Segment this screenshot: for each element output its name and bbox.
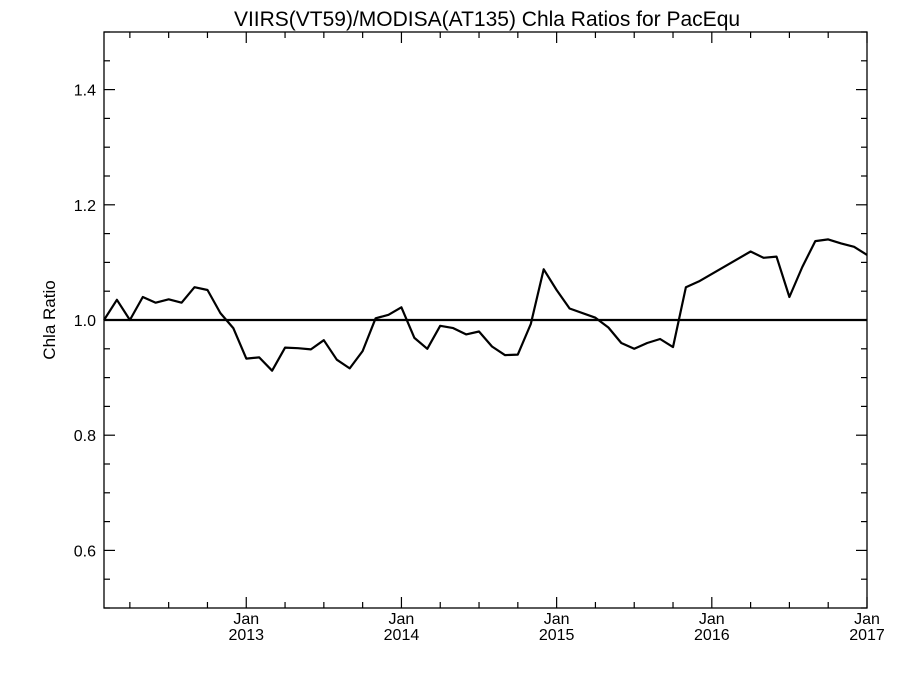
y-tick-label: 0.8 — [74, 428, 96, 445]
tick-labels: 0.60.81.01.21.4Jan2013Jan2014Jan2015Jan2… — [74, 83, 885, 644]
chart-title: VIIRS(VT59)/MODISA(AT135) Chla Ratios fo… — [234, 8, 740, 31]
y-tick-label: 1.4 — [74, 83, 96, 100]
ticks — [104, 31, 868, 609]
x-tick-month: Jan — [854, 611, 880, 628]
chla-ratio-line — [103, 238, 868, 372]
x-tick-month: Jan — [233, 611, 259, 628]
x-tick-month: Jan — [544, 611, 570, 628]
x-tick-month: Jan — [699, 611, 725, 628]
x-tick-year: 2015 — [539, 627, 575, 644]
x-tick-month: Jan — [389, 611, 415, 628]
x-tick-year: 2016 — [694, 627, 730, 644]
y-tick-label: 1.2 — [74, 198, 96, 215]
y-axis-label: Chla Ratio — [40, 280, 59, 359]
series — [103, 238, 868, 372]
x-tick-year: 2013 — [228, 627, 264, 644]
x-tick-year: 2017 — [849, 627, 885, 644]
y-tick-label: 1.0 — [74, 313, 96, 330]
y-tick-label: 0.6 — [74, 543, 96, 560]
x-tick-year: 2014 — [384, 627, 420, 644]
